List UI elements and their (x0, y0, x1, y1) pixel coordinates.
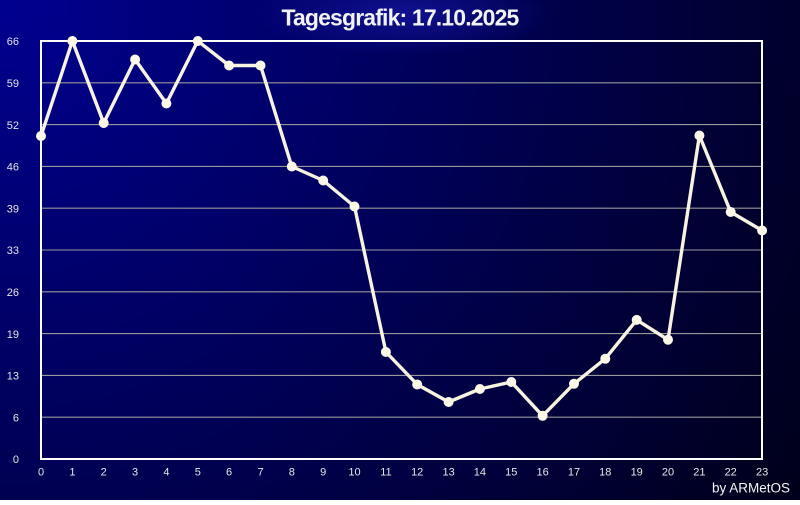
svg-text:9: 9 (320, 467, 326, 479)
svg-text:26: 26 (7, 287, 19, 299)
svg-text:23: 23 (756, 467, 768, 479)
svg-text:12: 12 (411, 467, 423, 479)
svg-text:1: 1 (69, 467, 75, 479)
svg-text:15: 15 (505, 467, 517, 479)
svg-text:0: 0 (13, 454, 19, 466)
svg-text:46: 46 (7, 162, 19, 174)
svg-text:8: 8 (289, 467, 295, 479)
svg-text:19: 19 (7, 329, 19, 341)
svg-text:17: 17 (568, 467, 580, 479)
svg-text:2: 2 (101, 467, 107, 479)
svg-text:10: 10 (348, 467, 360, 479)
svg-text:39: 39 (7, 203, 19, 215)
svg-text:13: 13 (7, 371, 19, 383)
svg-text:33: 33 (7, 245, 19, 257)
svg-text:59: 59 (7, 78, 19, 90)
svg-text:6: 6 (226, 467, 232, 479)
svg-text:by ARMetOS: by ARMetOS (712, 481, 790, 496)
svg-text:20: 20 (662, 467, 674, 479)
svg-text:3: 3 (132, 467, 138, 479)
svg-text:Tagesgrafik: 17.10.2025: Tagesgrafik: 17.10.2025 (281, 5, 519, 31)
svg-text:19: 19 (631, 467, 643, 479)
svg-text:22: 22 (725, 467, 737, 479)
svg-text:5: 5 (195, 467, 201, 479)
svg-text:11: 11 (380, 467, 391, 479)
svg-text:21: 21 (693, 467, 705, 479)
svg-text:6: 6 (13, 412, 19, 424)
svg-text:66: 66 (7, 36, 19, 48)
svg-text:13: 13 (442, 467, 454, 479)
svg-text:16: 16 (536, 467, 548, 479)
svg-text:0: 0 (38, 467, 44, 479)
svg-text:4: 4 (163, 467, 169, 479)
svg-text:52: 52 (7, 120, 19, 132)
svg-text:18: 18 (599, 467, 611, 479)
svg-text:7: 7 (257, 467, 263, 479)
svg-text:14: 14 (474, 467, 486, 479)
